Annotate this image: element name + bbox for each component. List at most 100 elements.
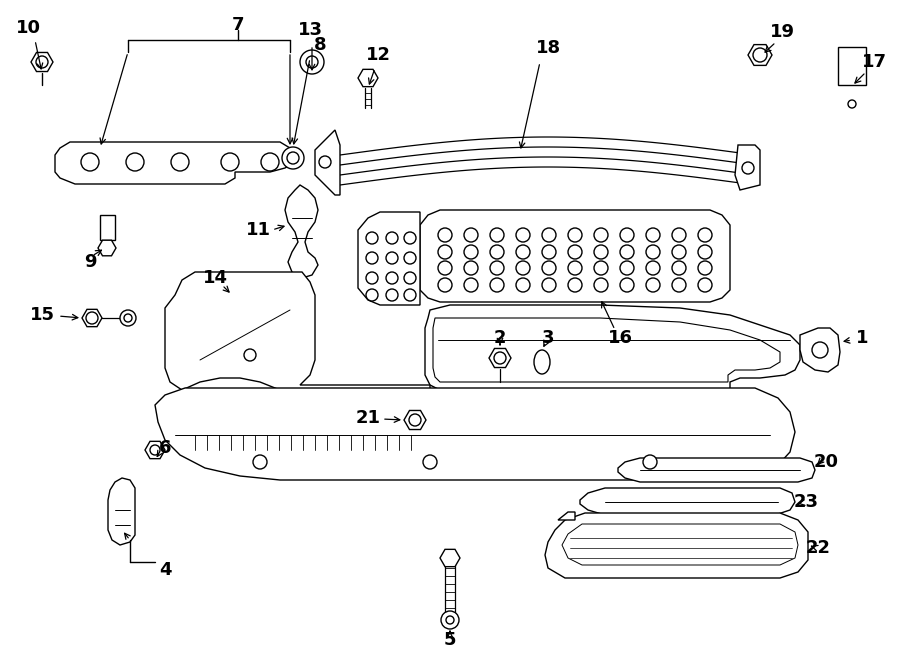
Circle shape bbox=[244, 349, 256, 361]
Circle shape bbox=[742, 162, 754, 174]
Text: 5: 5 bbox=[444, 631, 456, 649]
Circle shape bbox=[81, 153, 99, 171]
Text: 6: 6 bbox=[158, 439, 171, 457]
Circle shape bbox=[464, 261, 478, 275]
Circle shape bbox=[438, 261, 452, 275]
Circle shape bbox=[404, 252, 416, 264]
Circle shape bbox=[319, 156, 331, 168]
Circle shape bbox=[812, 342, 828, 358]
Circle shape bbox=[594, 261, 608, 275]
Polygon shape bbox=[425, 305, 800, 390]
Circle shape bbox=[672, 261, 686, 275]
Circle shape bbox=[620, 228, 634, 242]
Circle shape bbox=[568, 278, 582, 292]
Circle shape bbox=[490, 228, 504, 242]
Circle shape bbox=[287, 152, 299, 164]
Polygon shape bbox=[100, 215, 115, 240]
Circle shape bbox=[620, 278, 634, 292]
Circle shape bbox=[386, 252, 398, 264]
Text: 9: 9 bbox=[84, 253, 96, 271]
Circle shape bbox=[516, 228, 530, 242]
Circle shape bbox=[620, 245, 634, 259]
Circle shape bbox=[568, 261, 582, 275]
Polygon shape bbox=[545, 513, 808, 578]
Circle shape bbox=[438, 228, 452, 242]
Circle shape bbox=[409, 414, 421, 426]
Circle shape bbox=[594, 278, 608, 292]
Text: 11: 11 bbox=[246, 221, 271, 239]
Circle shape bbox=[404, 232, 416, 244]
Polygon shape bbox=[735, 145, 760, 190]
Circle shape bbox=[753, 48, 767, 62]
Polygon shape bbox=[55, 142, 295, 184]
Circle shape bbox=[568, 245, 582, 259]
Circle shape bbox=[848, 100, 856, 108]
Circle shape bbox=[86, 312, 98, 324]
Polygon shape bbox=[420, 210, 730, 302]
Ellipse shape bbox=[534, 350, 550, 374]
Circle shape bbox=[698, 278, 712, 292]
Polygon shape bbox=[489, 348, 511, 367]
Bar bbox=[838, 47, 866, 85]
Circle shape bbox=[490, 245, 504, 259]
Polygon shape bbox=[285, 185, 318, 278]
Text: 15: 15 bbox=[30, 306, 55, 324]
Polygon shape bbox=[145, 442, 165, 459]
Polygon shape bbox=[748, 44, 772, 66]
Text: 22: 22 bbox=[806, 539, 831, 557]
Text: 17: 17 bbox=[861, 53, 886, 71]
Circle shape bbox=[366, 252, 378, 264]
Circle shape bbox=[446, 616, 454, 624]
Polygon shape bbox=[558, 512, 575, 520]
Circle shape bbox=[568, 228, 582, 242]
Circle shape bbox=[171, 153, 189, 171]
Circle shape bbox=[490, 278, 504, 292]
Circle shape bbox=[423, 455, 437, 469]
Circle shape bbox=[300, 50, 324, 74]
Text: 16: 16 bbox=[608, 329, 633, 347]
Circle shape bbox=[438, 245, 452, 259]
Circle shape bbox=[124, 314, 132, 322]
Circle shape bbox=[698, 245, 712, 259]
Text: 12: 12 bbox=[365, 46, 391, 64]
Circle shape bbox=[221, 153, 239, 171]
Polygon shape bbox=[315, 130, 340, 195]
Circle shape bbox=[698, 261, 712, 275]
Circle shape bbox=[516, 261, 530, 275]
Text: 20: 20 bbox=[814, 453, 839, 471]
Circle shape bbox=[542, 245, 556, 259]
Circle shape bbox=[253, 455, 267, 469]
Circle shape bbox=[672, 278, 686, 292]
Circle shape bbox=[261, 153, 279, 171]
Circle shape bbox=[120, 310, 136, 326]
Circle shape bbox=[366, 272, 378, 284]
Circle shape bbox=[672, 228, 686, 242]
Circle shape bbox=[150, 445, 160, 455]
Circle shape bbox=[643, 455, 657, 469]
Circle shape bbox=[542, 261, 556, 275]
Polygon shape bbox=[165, 272, 430, 395]
Polygon shape bbox=[800, 328, 840, 372]
Text: 8: 8 bbox=[314, 36, 327, 54]
Circle shape bbox=[404, 289, 416, 301]
Text: 4: 4 bbox=[158, 561, 171, 579]
Polygon shape bbox=[31, 52, 53, 71]
Circle shape bbox=[306, 56, 318, 68]
Circle shape bbox=[646, 261, 660, 275]
Polygon shape bbox=[358, 70, 378, 87]
Polygon shape bbox=[358, 212, 420, 305]
Polygon shape bbox=[98, 240, 116, 256]
Circle shape bbox=[646, 278, 660, 292]
Circle shape bbox=[386, 232, 398, 244]
Text: 21: 21 bbox=[356, 409, 381, 427]
Circle shape bbox=[494, 352, 506, 364]
Circle shape bbox=[438, 278, 452, 292]
Text: 14: 14 bbox=[202, 269, 228, 287]
Circle shape bbox=[646, 245, 660, 259]
Polygon shape bbox=[155, 388, 795, 480]
Circle shape bbox=[464, 245, 478, 259]
Circle shape bbox=[542, 278, 556, 292]
Circle shape bbox=[594, 228, 608, 242]
Polygon shape bbox=[108, 478, 135, 545]
Circle shape bbox=[464, 278, 478, 292]
